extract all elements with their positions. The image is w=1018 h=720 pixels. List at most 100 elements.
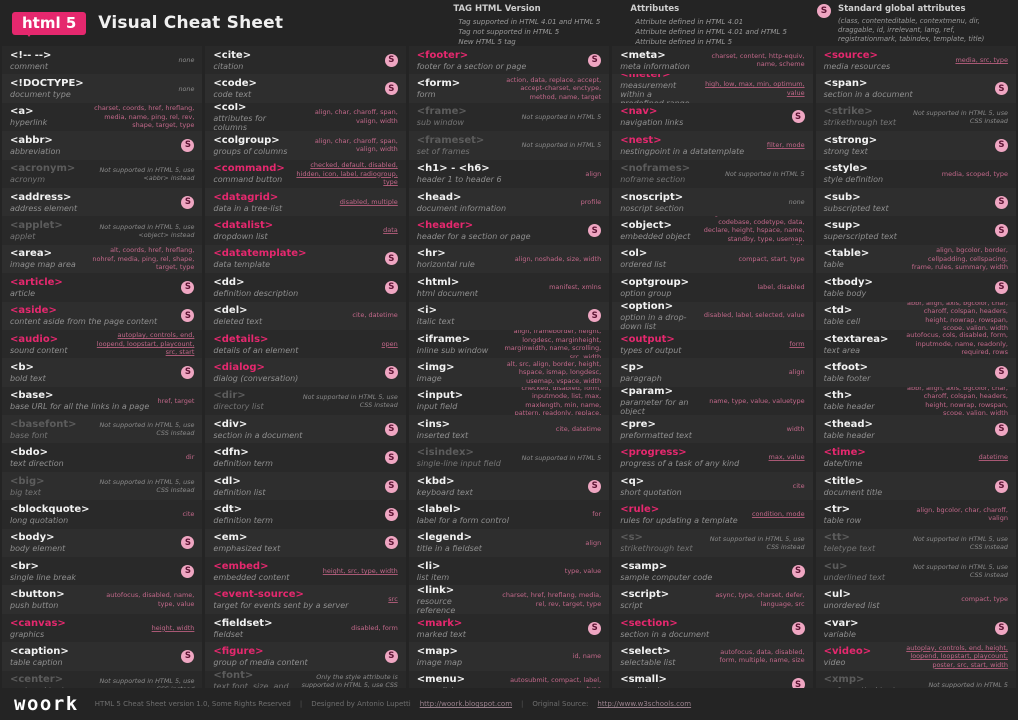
tag-row-big: <big> big text Not supported in HTML 5, us… — [2, 471, 203, 501]
tag-row-html: <html> html document manifest, xmlns — [408, 273, 610, 302]
tag-description: horizontal rule — [416, 260, 475, 270]
tag-row-basefont: <basefont> base font Not supported in HTML… — [2, 415, 203, 444]
support-note: Not supported in HTML 5, use CSS instead — [99, 421, 195, 438]
tag-row-tr: <tr> table row align, bgcolor, char, charo… — [815, 500, 1016, 529]
tag-description: data in a tree-list — [213, 203, 283, 213]
tag-name: <meta> — [620, 49, 666, 61]
tag-row-var: <var> variable S — [815, 613, 1016, 643]
tag-name: <li> — [416, 560, 441, 572]
tag-info: <i> italic text — [417, 305, 582, 326]
tag-info: <ins> inserted text — [417, 419, 550, 440]
tag-row-li: <li> list item type, value — [408, 557, 610, 586]
tag-description: base font — [10, 430, 48, 440]
tag-name: <head> — [416, 191, 462, 203]
standard-attrs-badge-icon: S — [384, 252, 398, 266]
tag-description: paragraph — [620, 373, 662, 383]
tag-row-b: <b> bold text S — [2, 358, 203, 387]
tag-name: <b> — [10, 361, 34, 373]
tag-name: <img> — [416, 361, 455, 373]
tag-row-meter: <meter>measurement within a predefined r… — [612, 74, 813, 103]
tag-row-abbr: <abbr> abbreviation S — [2, 131, 203, 160]
tag-attributes: manifest, xmlns — [549, 283, 602, 292]
tag-name: <acronym> — [10, 163, 76, 175]
tag-row-datalist: <datalist> dropdown list data — [205, 216, 406, 245]
tag-name: <optgroup> — [620, 276, 689, 288]
support-note: Not supported in HTML 5 — [928, 680, 1008, 689]
standard-attrs-badge-icon: S — [384, 451, 398, 465]
tag-attributes: height, width — [151, 623, 195, 632]
legend-label: Tag supported in HTML 4.01 and HTML 5 — [458, 17, 601, 26]
tag-row-samp: <samp> sample computer code S — [612, 557, 813, 586]
tag-row-nav: <nav> navigation links S — [612, 102, 813, 132]
support-note: Not supported in HTML 5, use <object> in… — [99, 222, 195, 239]
tag-description: measurement within a predefined range — [620, 81, 689, 103]
tag-info: <footer> footer for a section or page — [417, 50, 582, 71]
tag-name: <input> — [416, 390, 464, 402]
tag-name: <colgroup> — [213, 134, 280, 146]
tag-attributes: alt, src, align, border, height, hspace,… — [506, 359, 602, 385]
tag-description: script — [620, 601, 643, 611]
tag-description: media resources — [823, 61, 891, 71]
tag-info: <var> variable — [824, 618, 989, 639]
tag-info: <fieldset> fieldset — [213, 618, 345, 639]
tag-info: <ol> ordered list — [620, 248, 732, 269]
tag-description: marked text — [416, 629, 466, 639]
tag-name: <video> — [823, 645, 872, 657]
tag-name: <tr> — [823, 503, 851, 515]
tag-row-legend: <legend> title in a fieldset align — [408, 528, 610, 558]
tag-row-noscript: <noscript> noscript section none — [612, 187, 813, 217]
tag-description: target for events sent by a server — [213, 601, 349, 611]
tag-row-output: <output> types of output form — [612, 329, 813, 359]
tag-row-header: <header> header for a section or page S — [408, 216, 610, 245]
tag-info: <html> html document — [417, 277, 543, 298]
tag-name: <font> — [213, 670, 254, 681]
tag-name: <script> — [620, 589, 670, 601]
support-note: Not supported in HTML 5 — [521, 453, 602, 462]
separator: | — [299, 700, 303, 708]
tag-attributes: disabled, label, selected, value — [703, 311, 805, 320]
tag-info: <datalist> dropdown list — [213, 220, 377, 241]
standard-attrs-badge-icon: S — [181, 365, 195, 379]
tag-name: <select> — [620, 645, 671, 657]
woork-blog-link[interactable]: http://woork.blogspot.com — [419, 700, 513, 708]
tag-attributes: autoplay, controls, end, height, loopend… — [906, 643, 1008, 669]
tag-row-em: <em> emphasized text S — [205, 528, 406, 558]
tag-attributes: charset, coords, href, hreflang, media, … — [94, 104, 195, 130]
tag-row-comment: <!-- --> comment none — [2, 46, 203, 75]
standard-attrs-badge-icon: S — [384, 479, 398, 493]
tag-name: <nav> — [620, 106, 658, 118]
tag-attributes: open — [381, 339, 398, 348]
support-note: Not supported in HTML 5, use CSS instead — [302, 392, 398, 409]
w3schools-link[interactable]: http://www.w3schools.com — [597, 700, 692, 708]
tag-name: <sup> — [823, 220, 861, 232]
tag-name: <dfn> — [213, 447, 249, 459]
tag-info: <del> deleted text — [213, 305, 346, 326]
tag-row-option: <option> option in a drop-down list disabl… — [612, 301, 813, 330]
tag-name: <i> — [416, 305, 437, 317]
tag-attributes: dir — [185, 453, 195, 462]
standard-attrs-badge-icon: S — [994, 280, 1008, 294]
tag-description: citation — [213, 61, 244, 71]
tag-description: sub window — [416, 118, 465, 128]
tag-info: <input> input field — [417, 390, 492, 411]
standard-attrs-badge-icon: S — [994, 621, 1008, 635]
tag-info: <pre> preformatted text — [620, 419, 780, 440]
tag-name: <cite> — [213, 49, 252, 61]
tag-info: <legend> title in a fieldset — [417, 532, 580, 553]
tag-description: hyperlink — [10, 118, 48, 128]
tag-attributes: align, frameborder, height, longdesc, ma… — [504, 329, 602, 359]
tag-description: footer for a section or page — [416, 61, 527, 71]
tag-name: <noframes> — [620, 163, 691, 175]
tag-info: <title> document title — [824, 476, 989, 497]
tag-description: resource reference — [416, 596, 456, 614]
tag-name: <datatemplate> — [213, 248, 307, 260]
tag-row-u: <u> underlined text Not supported in HTML … — [815, 557, 1016, 586]
tag-info: <p> paragraph — [620, 362, 783, 383]
tag-name: <textarea> — [823, 333, 889, 345]
tag-info: <sup> superscripted text — [824, 220, 989, 241]
standard-attrs-badge-icon: S — [181, 309, 195, 323]
tag-attributes: abbr, align, axis, bgcolor, char, charof… — [907, 301, 1008, 330]
tag-info: <time> date/time — [824, 447, 973, 468]
tag-row-footer: <footer> footer for a section or page S — [408, 46, 610, 75]
standard-attrs-badge-icon: S — [994, 138, 1008, 152]
